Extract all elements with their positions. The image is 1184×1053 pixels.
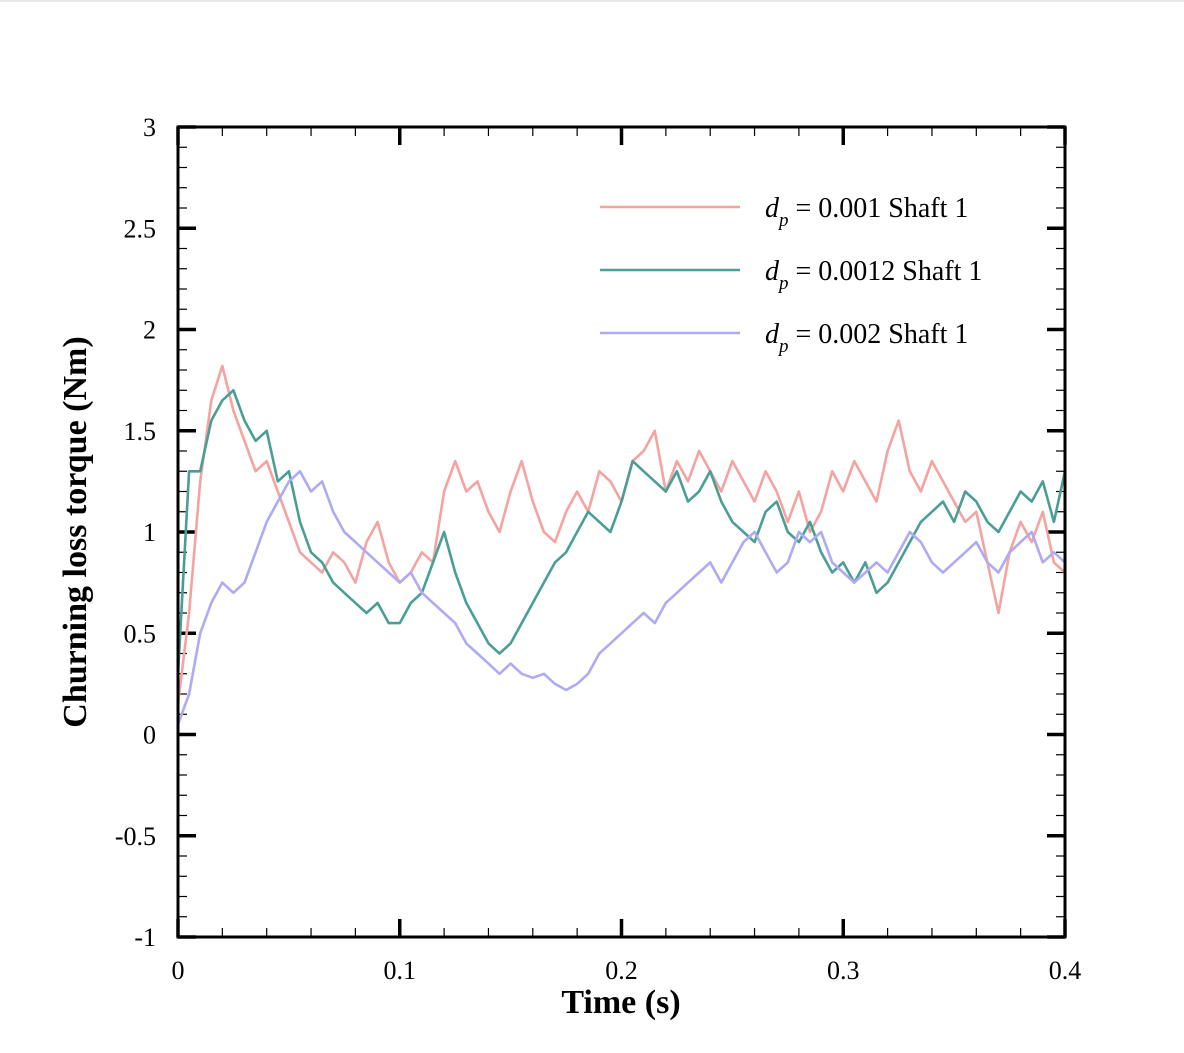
y-tick-label: 1 [143,518,156,547]
y-tick-label: -1 [134,923,156,952]
legend-label-1: dp = 0.001 Shaft 1 [765,193,968,231]
series-line-3 [176,469,1066,725]
legend: dp = 0.001 Shaft 1 dp = 0.0012 Shaft 1 dp … [600,193,982,357]
y-tick-label: 0.5 [124,619,157,648]
y-tick-label: 3 [143,113,156,142]
series-layer [176,364,1067,725]
legend-label-2: dp = 0.0012 Shaft 1 [765,256,982,294]
y-tick-labels: -1 -0.5 0 0.5 1 1.5 2 2.5 3 [115,113,156,952]
x-axis-title: Time (s) [561,984,680,1021]
y-tick-label: 1.5 [124,417,157,446]
x-tick-label: 0.1 [384,956,417,985]
legend-label-3: dp = 0.002 Shaft 1 [765,319,968,357]
y-tick-label: 2.5 [124,214,157,243]
y-axis-title: Churning loss torque (Nm) [57,336,94,727]
x-tick-label: 0.2 [605,956,638,985]
x-tick-label: 0.3 [827,956,860,985]
series-line-2 [176,388,1067,674]
x-tick-label: 0 [172,956,185,985]
y-tick-label: 2 [143,316,156,345]
y-tick-label: 0 [143,721,156,750]
x-tick-labels: 0 0.1 0.2 0.3 0.4 [172,956,1082,985]
y-tick-label: -0.5 [115,822,156,851]
plot-frame [176,125,1067,939]
x-tick-label: 0.4 [1049,956,1082,985]
